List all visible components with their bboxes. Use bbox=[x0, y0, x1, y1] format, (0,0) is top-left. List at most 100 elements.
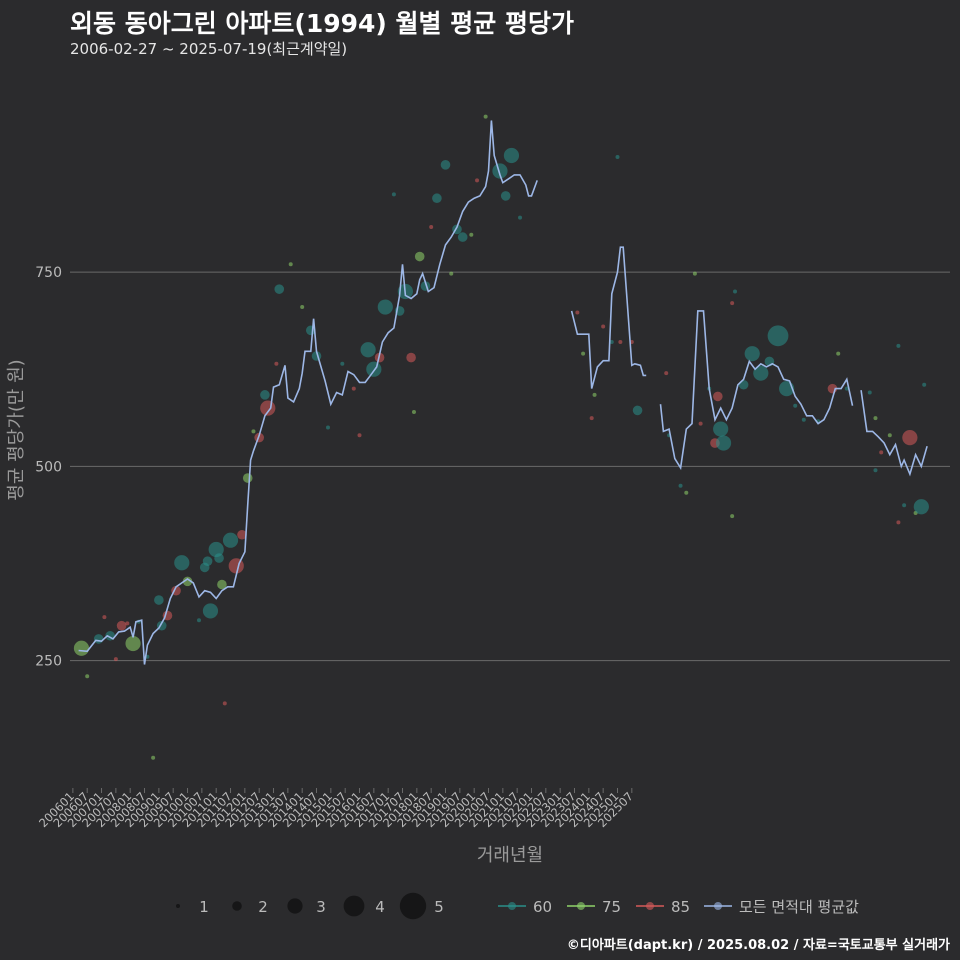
scatter-point-75 bbox=[300, 305, 305, 310]
scatter-point-85 bbox=[575, 310, 580, 315]
scatter-point-85 bbox=[730, 301, 735, 306]
legend-label-85: 85 bbox=[671, 898, 690, 916]
average-line bbox=[570, 246, 647, 389]
scatter-point-75 bbox=[692, 271, 697, 276]
scatter-point-75 bbox=[469, 232, 474, 237]
legend-size-label: 5 bbox=[434, 898, 444, 916]
y-axis-label: 평균 평당가(만 원) bbox=[6, 359, 27, 500]
scatter-point-85 bbox=[589, 416, 594, 421]
legend-dot-avg bbox=[714, 902, 722, 910]
average-line bbox=[860, 390, 928, 477]
scatter-point-85 bbox=[902, 430, 918, 446]
scatter-point-60 bbox=[867, 390, 872, 395]
y-tick-label: 250 bbox=[35, 654, 62, 670]
scatter-point-60 bbox=[500, 191, 511, 201]
legend-size-4 bbox=[343, 895, 365, 917]
scatter-point-85 bbox=[237, 529, 247, 540]
scatter-point-60 bbox=[913, 499, 929, 515]
scatter-point-75 bbox=[125, 635, 141, 652]
scatter-point-60 bbox=[154, 595, 164, 605]
legend-dot-75 bbox=[577, 902, 585, 910]
scatter-point-85 bbox=[664, 371, 669, 376]
scatter-point-60 bbox=[366, 361, 382, 377]
scatter-point-75 bbox=[414, 251, 425, 262]
scatter-point-60 bbox=[391, 192, 396, 197]
y-tick-labels: 250 500 750 bbox=[35, 265, 62, 670]
scatter-point-75 bbox=[182, 576, 193, 587]
legend-dot-85 bbox=[646, 902, 654, 910]
scatter-point-60 bbox=[174, 555, 190, 571]
scatter-point-75 bbox=[873, 416, 878, 421]
legend-size-label: 3 bbox=[316, 898, 326, 916]
legend-label-75: 75 bbox=[602, 898, 621, 916]
scatter-point-60 bbox=[503, 147, 520, 164]
scatter-point-75 bbox=[288, 262, 293, 267]
y-tick-label: 500 bbox=[35, 459, 62, 475]
scatter-point-85 bbox=[713, 391, 723, 402]
scatter-point-60 bbox=[340, 361, 345, 366]
scatter-point-60 bbox=[518, 215, 523, 220]
scatter-point-60 bbox=[274, 284, 285, 294]
scatter-point-85 bbox=[698, 421, 703, 426]
scatter-point-75 bbox=[73, 640, 90, 656]
scatter-point-60 bbox=[793, 403, 798, 408]
scatter-point-85 bbox=[260, 400, 276, 416]
grid-lines bbox=[70, 271, 950, 662]
scatter-point-60 bbox=[260, 390, 270, 400]
scatter-point-75 bbox=[581, 351, 586, 356]
legend-size-label: 1 bbox=[199, 898, 209, 916]
scatter-point-75 bbox=[592, 392, 597, 397]
scatter-point-60 bbox=[325, 425, 330, 430]
scatter-point-85 bbox=[116, 620, 127, 631]
scatter-point-60 bbox=[360, 342, 376, 358]
x-axis-label: 거래년월 bbox=[477, 845, 543, 866]
scatter-point-60 bbox=[744, 346, 760, 362]
scatter-point-60 bbox=[733, 289, 738, 294]
scatter-point-85 bbox=[102, 615, 107, 620]
scatter-point-60 bbox=[902, 503, 907, 508]
legend-size-3 bbox=[287, 898, 303, 914]
scatter-point-85 bbox=[228, 558, 244, 574]
scatter-point-85 bbox=[879, 450, 884, 455]
scatter-point-60 bbox=[208, 541, 224, 558]
scatter-point-60 bbox=[609, 340, 614, 345]
scatter-point-75 bbox=[151, 755, 156, 760]
scatter-point-60 bbox=[202, 603, 219, 619]
scatter-point-60 bbox=[214, 553, 224, 563]
scatter-point-60 bbox=[432, 193, 442, 204]
y-tick-label: 750 bbox=[35, 265, 62, 281]
scatter-point-75 bbox=[217, 579, 227, 590]
scatter-point-75 bbox=[85, 674, 90, 679]
scatter-point-60 bbox=[492, 163, 508, 179]
scatter-point-60 bbox=[713, 421, 729, 437]
x-tick-labels: 2006012006072007012007072008012008072009… bbox=[36, 788, 636, 830]
scatter-point-60 bbox=[615, 155, 620, 160]
scatter-point-85 bbox=[618, 340, 623, 345]
scatter-point-85 bbox=[222, 701, 227, 706]
scatter-point-75 bbox=[242, 473, 253, 483]
legend-label-avg: 모든 면적대 평균값 bbox=[739, 898, 859, 916]
legend-size-label: 2 bbox=[258, 898, 268, 916]
scatter-point-75 bbox=[836, 351, 841, 356]
scatter-point-60 bbox=[715, 435, 732, 451]
scatter-point-60 bbox=[457, 232, 468, 242]
scatter-point-85 bbox=[357, 433, 362, 438]
scatter-point-60 bbox=[753, 365, 769, 381]
legend-dot-60 bbox=[508, 902, 516, 910]
legend-size-5 bbox=[399, 892, 427, 920]
scatter-point-60 bbox=[222, 532, 239, 548]
average-lines bbox=[78, 120, 928, 665]
scatter-point-60 bbox=[896, 343, 901, 348]
scatter-point-60 bbox=[440, 160, 451, 170]
scatter-point-60 bbox=[196, 618, 201, 623]
scatter-point-85 bbox=[429, 224, 434, 229]
scatter-point-85 bbox=[274, 361, 279, 366]
scatter-point-60 bbox=[922, 382, 927, 387]
scatter-point-60 bbox=[202, 556, 213, 566]
legend-label-60: 60 bbox=[533, 898, 552, 916]
scatter-point-85 bbox=[113, 657, 118, 662]
scatter-points bbox=[73, 114, 929, 760]
legend-size-label: 4 bbox=[375, 898, 385, 916]
scatter-point-60 bbox=[801, 417, 806, 422]
scatter-point-85 bbox=[601, 324, 606, 329]
